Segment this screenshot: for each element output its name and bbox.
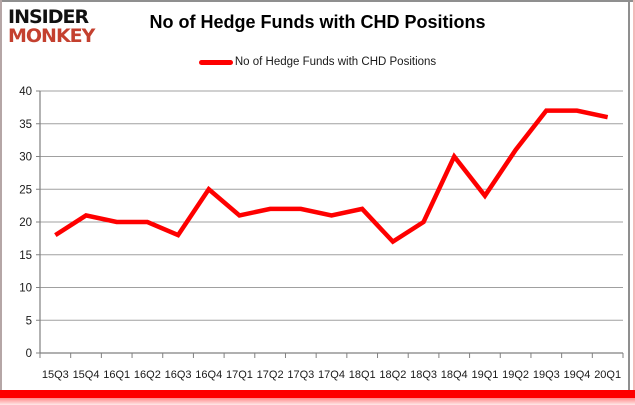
- x-tick-label: 18Q1: [349, 369, 376, 381]
- x-tick-label: 15Q3: [42, 369, 69, 381]
- x-tick-label: 15Q4: [73, 369, 100, 381]
- y-tick-label: 25: [19, 184, 32, 196]
- x-tick-label: 19Q2: [502, 369, 529, 381]
- right-border: [628, 0, 630, 391]
- y-tick-label: 15: [19, 250, 32, 262]
- y-tick-label: 35: [19, 119, 32, 131]
- x-tick-label: 18Q3: [410, 369, 437, 381]
- y-tick-label: 20: [19, 217, 32, 229]
- y-tick-label: 5: [26, 315, 32, 327]
- legend-line-swatch-icon: [198, 59, 233, 65]
- y-tick-label: 30: [19, 152, 32, 164]
- bottom-accent-shadow: [0, 398, 635, 405]
- insider-monkey-logo: INSIDER MONKEY: [8, 6, 95, 47]
- x-tick-label: 19Q3: [533, 369, 560, 381]
- x-tick-label: 16Q1: [103, 369, 130, 381]
- x-tick-label: 17Q1: [226, 369, 253, 381]
- bottom-accent-bar: [0, 390, 635, 398]
- x-tick-label: 19Q1: [471, 369, 498, 381]
- logo-line-monkey: MONKEY: [8, 25, 95, 47]
- logo-line-insider: INSIDER: [8, 6, 89, 28]
- right-outer-border: [633, 0, 635, 405]
- y-tick-label: 10: [19, 283, 32, 295]
- x-tick-label: 19Q4: [564, 369, 591, 381]
- x-tick-label: 17Q3: [287, 369, 314, 381]
- x-tick-label: 16Q4: [195, 369, 222, 381]
- x-tick-label: 18Q2: [379, 369, 406, 381]
- page-title: No of Hedge Funds with CHD Positions: [149, 12, 486, 32]
- x-tick-label: 17Q4: [318, 369, 345, 381]
- left-border: [0, 0, 2, 391]
- x-tick-label: 17Q2: [257, 369, 284, 381]
- top-border: [0, 0, 635, 2]
- series-line: [54, 108, 609, 245]
- x-tick-label: 18Q4: [441, 369, 468, 381]
- x-tick-label: 20Q1: [594, 369, 621, 381]
- y-tick-label: 0: [26, 348, 32, 360]
- x-tick-label: 16Q2: [134, 369, 161, 381]
- legend-label: No of Hedge Funds with CHD Positions: [234, 56, 437, 68]
- y-tick-label: 40: [19, 86, 32, 98]
- x-tick-label: 16Q3: [165, 369, 192, 381]
- legend: No of Hedge Funds with CHD Positions: [0, 56, 635, 68]
